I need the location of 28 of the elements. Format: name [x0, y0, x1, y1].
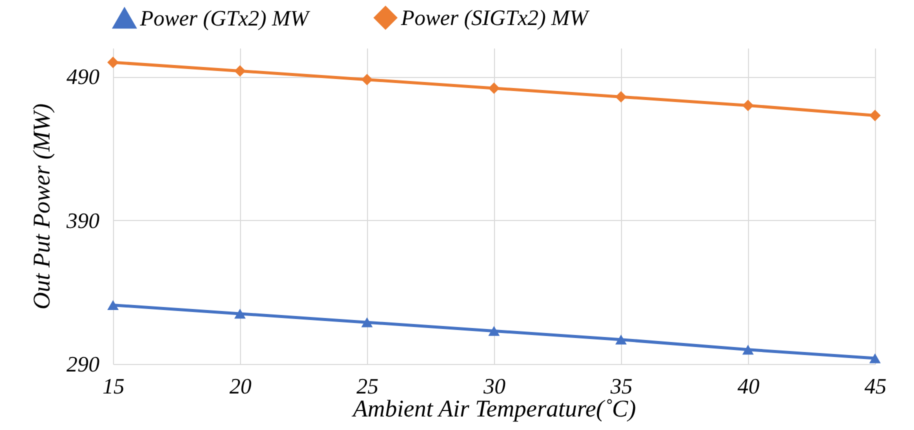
x-tick-label: 30 [482, 374, 506, 398]
point [615, 334, 627, 345]
x-tick-label: 25 [356, 374, 378, 398]
y-tick-label: 390 [66, 208, 100, 233]
point [361, 74, 373, 86]
legend-label: Power (SIGTx2) MW [400, 4, 590, 30]
x-tick-label: 15 [102, 374, 124, 398]
point [107, 56, 119, 68]
x-tick-label: 20 [230, 374, 252, 398]
point [742, 100, 754, 112]
point [361, 317, 373, 328]
point [107, 300, 119, 310]
y-axis-title: Out Put Power (MW) [30, 104, 56, 310]
point [869, 353, 881, 364]
y-tick-label: 490 [66, 64, 100, 90]
x-tick-label: 45 [864, 374, 886, 398]
x-tick-label: 35 [610, 374, 632, 398]
point [234, 65, 246, 77]
point [742, 344, 754, 355]
x-tick-label: 40 [738, 374, 760, 398]
point [615, 91, 627, 103]
legend-label: Power (GTx2) MW [139, 5, 310, 30]
point [488, 82, 500, 94]
y-tick-label: 290 [66, 352, 100, 376]
x-axis-title: Ambient Air Temperature(˚C) [350, 396, 636, 422]
point [488, 326, 500, 336]
point [234, 308, 246, 319]
point [869, 110, 881, 122]
